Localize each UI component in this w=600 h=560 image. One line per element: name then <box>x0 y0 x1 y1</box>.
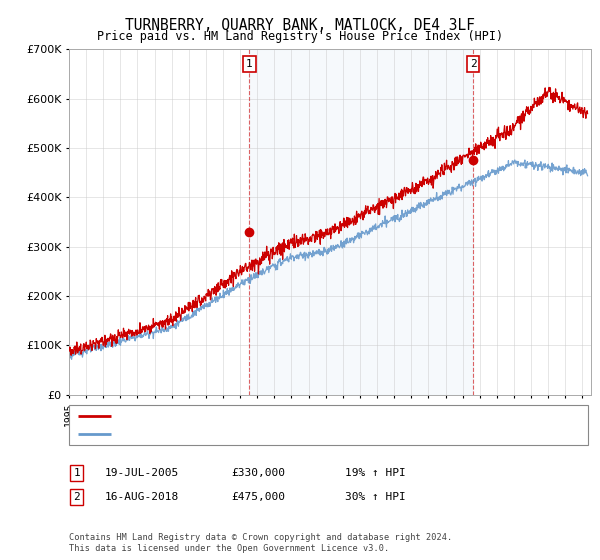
Text: 16-AUG-2018: 16-AUG-2018 <box>105 492 179 502</box>
Text: £475,000: £475,000 <box>231 492 285 502</box>
Text: 1: 1 <box>246 59 253 69</box>
Text: Contains HM Land Registry data © Crown copyright and database right 2024.
This d: Contains HM Land Registry data © Crown c… <box>69 533 452 553</box>
Text: TURNBERRY, QUARRY BANK, MATLOCK, DE4 3LF (detached house): TURNBERRY, QUARRY BANK, MATLOCK, DE4 3LF… <box>116 411 458 421</box>
Text: HPI: Average price, detached house, Derbyshire Dales: HPI: Average price, detached house, Derb… <box>116 429 428 439</box>
Text: TURNBERRY, QUARRY BANK, MATLOCK, DE4 3LF: TURNBERRY, QUARRY BANK, MATLOCK, DE4 3LF <box>125 18 475 33</box>
Text: 1: 1 <box>73 468 80 478</box>
Text: Price paid vs. HM Land Registry's House Price Index (HPI): Price paid vs. HM Land Registry's House … <box>97 30 503 43</box>
Text: 19% ↑ HPI: 19% ↑ HPI <box>345 468 406 478</box>
Text: 2: 2 <box>73 492 80 502</box>
Text: 2: 2 <box>470 59 476 69</box>
Text: 30% ↑ HPI: 30% ↑ HPI <box>345 492 406 502</box>
Text: 19-JUL-2005: 19-JUL-2005 <box>105 468 179 478</box>
Text: £330,000: £330,000 <box>231 468 285 478</box>
Bar <box>250 49 473 395</box>
